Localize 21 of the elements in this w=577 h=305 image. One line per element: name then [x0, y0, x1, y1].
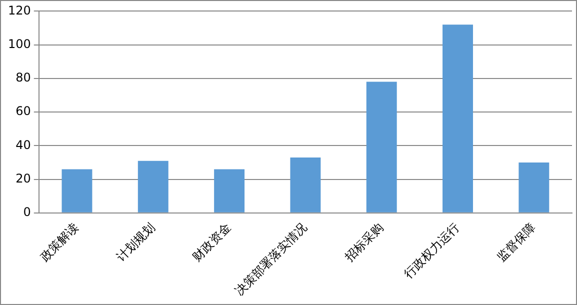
- bar: [214, 169, 245, 212]
- bar: [290, 157, 321, 212]
- x-tick-label: 政策解读: [37, 220, 82, 264]
- x-tick-label: 招标采购: [341, 220, 386, 266]
- y-tick-label: 100: [8, 36, 31, 51]
- bar: [442, 24, 473, 212]
- y-tick-label: 20: [16, 171, 31, 186]
- x-tick-label: 财政资金: [190, 220, 234, 264]
- y-tick-label: 40: [16, 138, 31, 152]
- y-tick-label: 0: [23, 205, 31, 220]
- y-tick-label: 60: [16, 104, 31, 118]
- x-tick-label: 监督保障: [494, 220, 538, 264]
- x-tick-label: 行政权力运行: [401, 220, 462, 282]
- bar: [138, 160, 168, 212]
- bar: [366, 82, 397, 212]
- x-tick-label: 计划规划: [114, 220, 158, 264]
- x-tick-label: 决策部署落实情况: [232, 220, 310, 298]
- bar: [518, 162, 550, 212]
- y-tick-label: 120: [8, 3, 31, 18]
- y-tick-label: 80: [16, 70, 31, 85]
- bar: [62, 169, 92, 212]
